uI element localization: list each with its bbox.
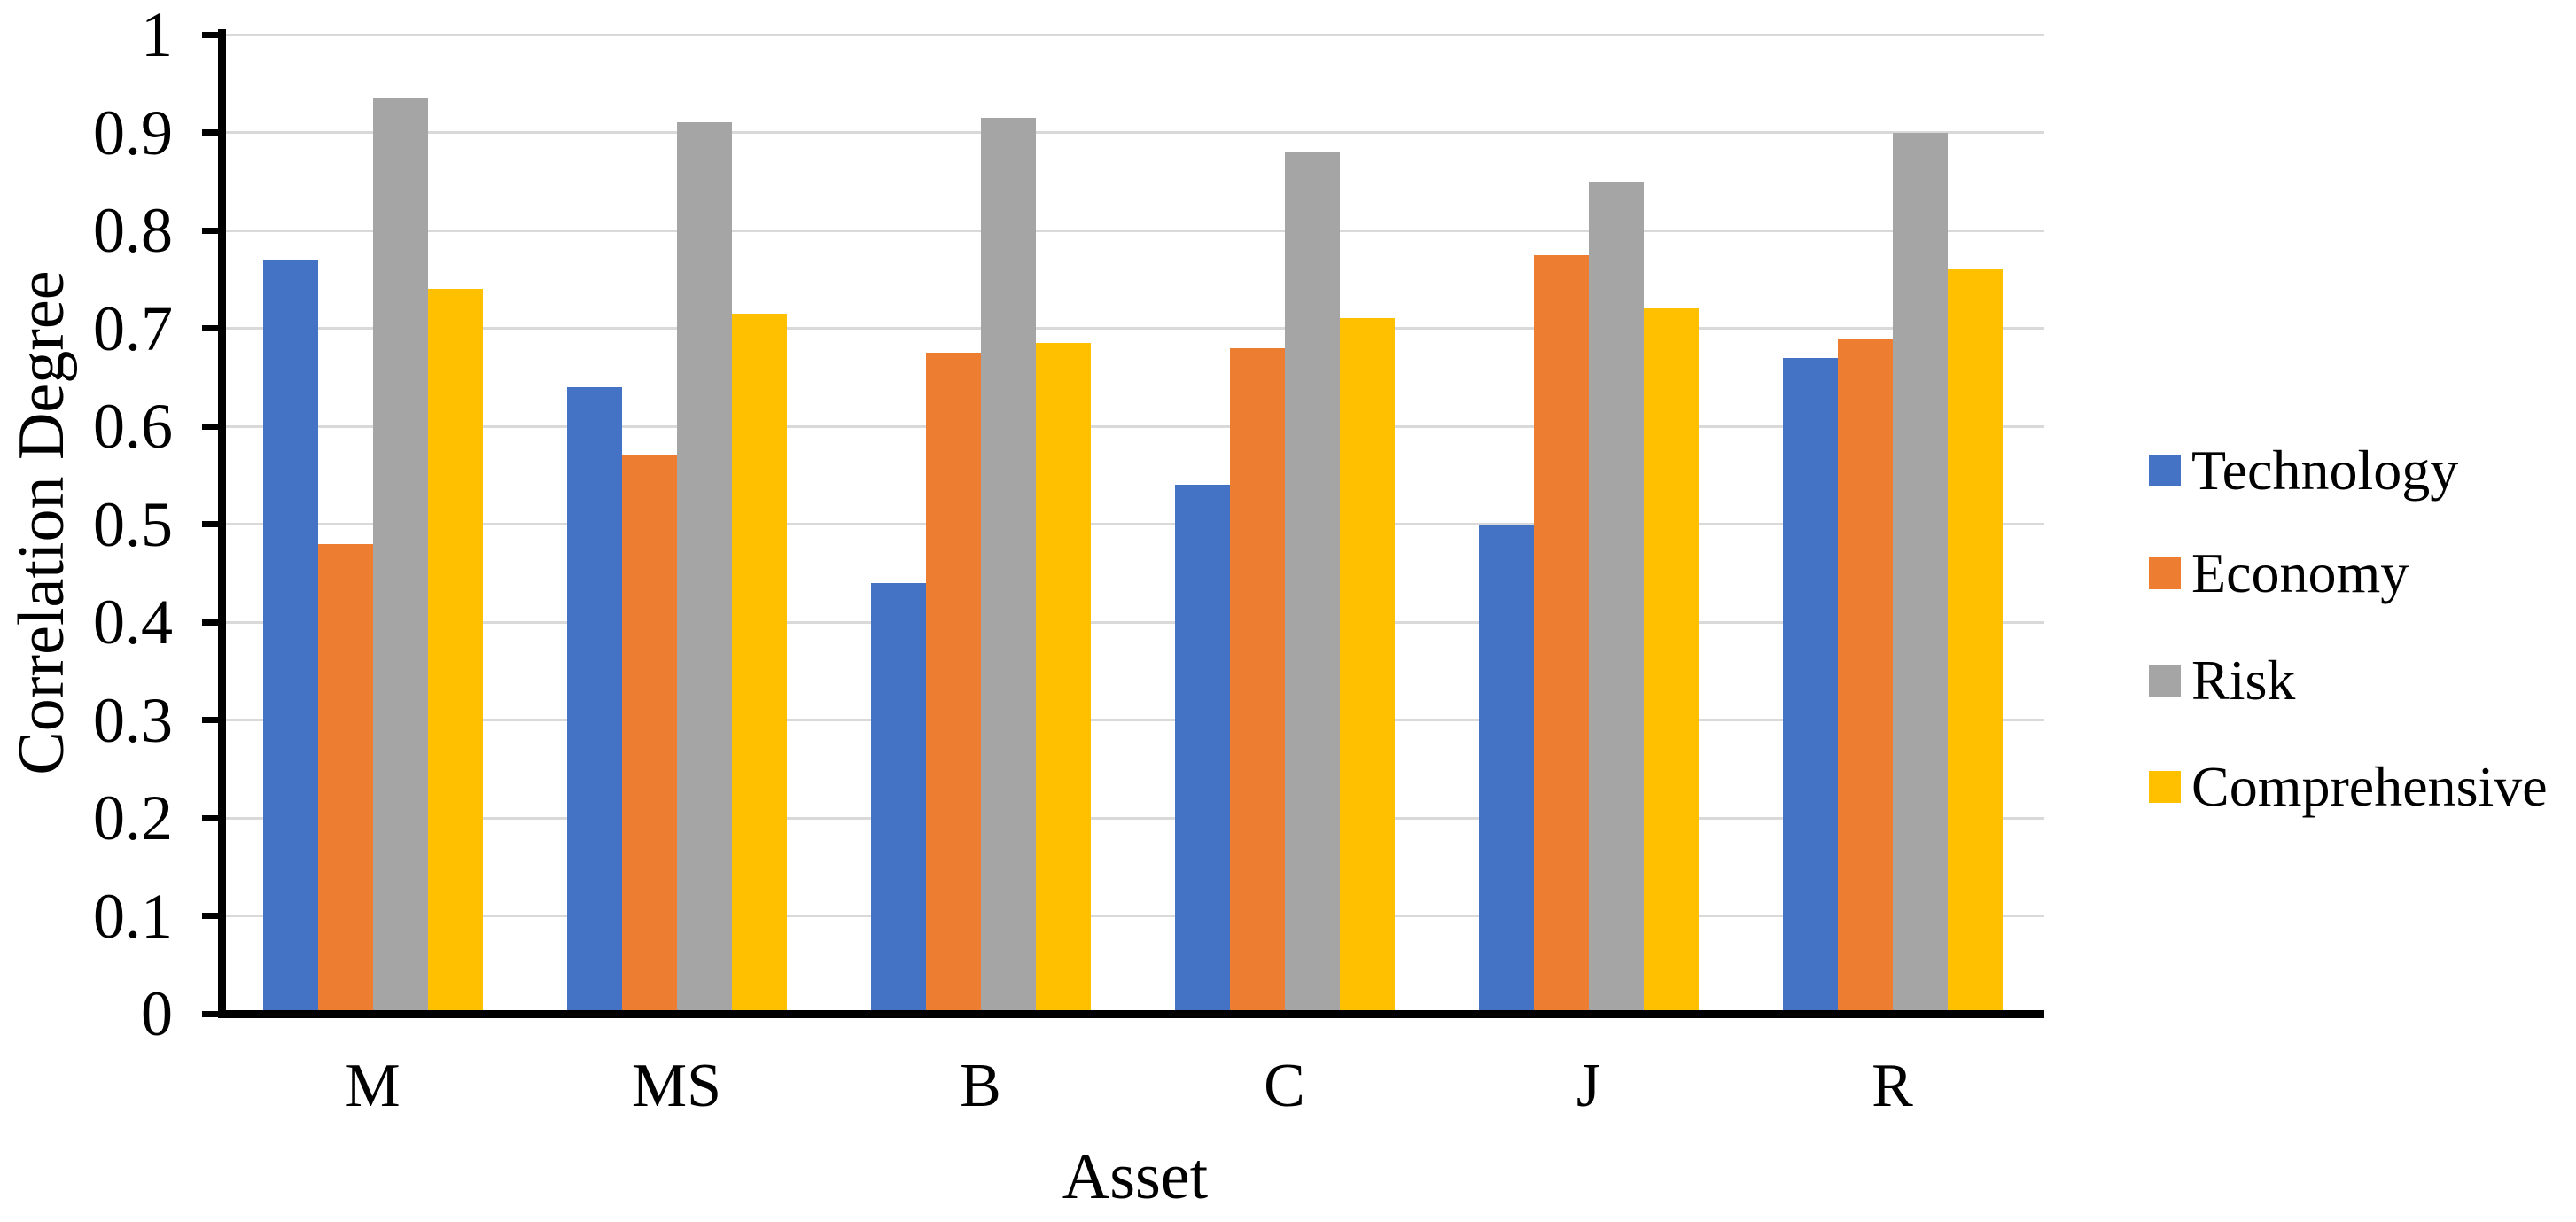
- y-tick-label: 0.5: [93, 488, 173, 560]
- x-axis-line: [218, 1010, 2044, 1018]
- y-axis-tick: [202, 31, 218, 38]
- y-axis-tick: [202, 1010, 218, 1017]
- x-category-label: C: [1264, 1052, 1305, 1120]
- bar-risk-m: [372, 97, 428, 1014]
- bar-economy-j: [1533, 254, 1589, 1014]
- y-tick-label: 0.3: [93, 684, 173, 756]
- bar-risk-r: [1892, 132, 1948, 1014]
- y-axis-tick: [202, 814, 218, 821]
- y-tick-label: 0.6: [93, 391, 173, 462]
- bar-comprehensive-r: [1947, 269, 2003, 1014]
- bar-comprehensive-c: [1339, 318, 1395, 1014]
- y-tick-label: 0.7: [93, 292, 173, 364]
- y-axis-tick: [202, 325, 218, 331]
- bar-risk-b: [980, 117, 1036, 1014]
- gridline: [226, 424, 2044, 428]
- x-category-label: B: [960, 1052, 1001, 1120]
- y-axis-tick: [202, 717, 218, 723]
- legend-swatch-icon: [2149, 665, 2181, 697]
- gridline: [226, 719, 2044, 721]
- legend-entry-economy: Economy: [2149, 538, 2409, 609]
- x-category-label: MS: [631, 1052, 722, 1120]
- legend-swatch-icon: [2149, 771, 2181, 803]
- gridline: [226, 327, 2044, 330]
- bar-comprehensive-b: [1035, 343, 1091, 1014]
- bar-technology-ms: [566, 386, 622, 1014]
- legend-swatch-icon: [2149, 557, 2181, 589]
- y-tick-label: 0.2: [93, 782, 173, 853]
- legend-label: Risk: [2191, 649, 2296, 712]
- y-axis-tick: [202, 423, 218, 430]
- x-category-label: J: [1576, 1052, 1601, 1120]
- y-tick-label: 0.9: [93, 97, 173, 168]
- plot-area: [226, 29, 2044, 1014]
- gridline: [226, 523, 2044, 525]
- bar-technology-b: [870, 582, 926, 1014]
- legend-entry-risk: Risk: [2149, 645, 2295, 716]
- legend-label: Technology: [2191, 439, 2459, 502]
- bar-risk-c: [1284, 152, 1340, 1014]
- legend-entry-technology: Technology: [2149, 435, 2458, 506]
- bar-comprehensive-ms: [731, 313, 787, 1014]
- gridline: [226, 33, 2044, 36]
- bar-comprehensive-m: [427, 289, 483, 1014]
- y-axis-tick: [202, 619, 218, 626]
- gridline: [226, 816, 2044, 820]
- y-axis-tick: [202, 129, 218, 136]
- y-axis-line: [218, 29, 226, 1018]
- bar-economy-m: [317, 543, 373, 1014]
- gridline: [226, 229, 2044, 232]
- legend-label: Economy: [2191, 541, 2409, 604]
- legend: Technology Economy Risk Comprehensive: [2149, 0, 2576, 1222]
- y-axis-tick: [202, 913, 218, 919]
- bar-technology-j: [1478, 524, 1534, 1014]
- bar-economy-ms: [621, 455, 677, 1014]
- gridline: [226, 620, 2044, 624]
- legend-swatch-icon: [2149, 455, 2181, 486]
- y-tick-label: 0.1: [93, 880, 173, 952]
- bar-risk-j: [1588, 181, 1644, 1014]
- bar-economy-b: [925, 353, 981, 1014]
- y-tick-label: 1: [141, 0, 173, 70]
- gridline: [226, 131, 2044, 134]
- legend-label: Comprehensive: [2191, 755, 2548, 818]
- y-axis-tick: [202, 227, 218, 234]
- y-tick-label: 0.4: [93, 587, 173, 658]
- bar-technology-m: [262, 260, 318, 1014]
- bar-economy-r: [1837, 338, 1893, 1014]
- x-category-label: R: [1872, 1052, 1913, 1120]
- bar-technology-r: [1782, 357, 1838, 1014]
- x-axis-title: Asset: [1062, 1140, 1209, 1213]
- y-tick-label: 0: [141, 978, 173, 1049]
- bar-technology-c: [1174, 485, 1230, 1014]
- y-tick-label: 0.8: [93, 195, 173, 266]
- bar-comprehensive-j: [1643, 308, 1699, 1014]
- y-axis-tick: [202, 521, 218, 527]
- legend-entry-comprehensive: Comprehensive: [2149, 751, 2548, 822]
- x-category-label: M: [345, 1052, 401, 1120]
- bar-economy-c: [1229, 347, 1285, 1014]
- gridline: [226, 915, 2044, 917]
- bar-risk-ms: [676, 122, 732, 1014]
